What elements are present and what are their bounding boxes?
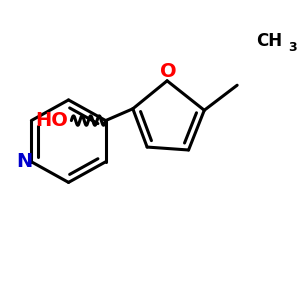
- Text: CH: CH: [256, 32, 282, 50]
- Text: O: O: [160, 62, 177, 82]
- Text: HO: HO: [35, 111, 68, 130]
- Text: N: N: [16, 152, 32, 171]
- Text: 3: 3: [289, 41, 297, 54]
